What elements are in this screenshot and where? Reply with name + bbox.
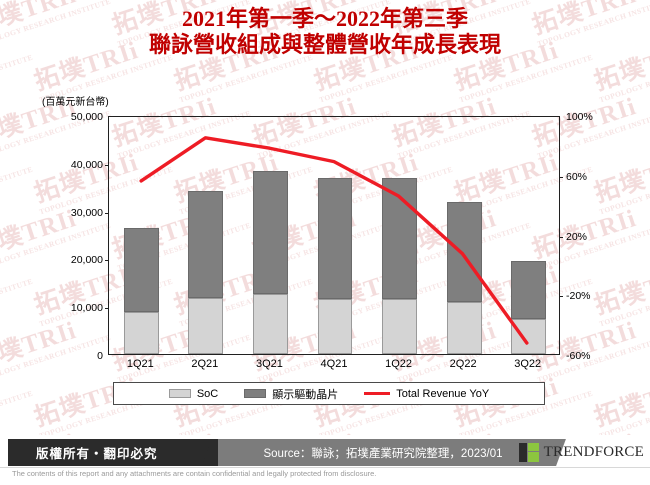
bar-segment-soc (188, 298, 224, 354)
x-axis-tick-label: 3Q22 (514, 358, 542, 370)
bar-segment-display-driver (188, 191, 224, 299)
bar-group[interactable] (123, 115, 159, 354)
x-axis-tick-label: 3Q21 (255, 358, 283, 370)
secondary-y-axis-tick-label: -60% (566, 350, 591, 362)
source-text: Source：聯詠；拓墣產業研究院整理，2023/01 (263, 447, 503, 460)
bar-group[interactable] (317, 115, 353, 354)
bar-segment-display-driver (123, 228, 159, 312)
bar-segment-soc (382, 299, 417, 354)
bar-segment-soc (511, 319, 547, 354)
y-axis-tick-mark (105, 260, 109, 262)
secondary-y-axis-tick-mark (559, 176, 563, 178)
yoy-line-path (141, 138, 527, 343)
bar-segment-soc (317, 299, 353, 354)
legend-item-soc[interactable]: SoC (168, 387, 219, 400)
y-axis-tick-label: 0 (97, 350, 103, 362)
y-axis-tick-label: 30,000 (70, 206, 103, 219)
x-axis-tick-label: 2Q22 (449, 358, 477, 370)
legend-label-total-revenue-yoy: Total Revenue YoY (396, 387, 490, 400)
secondary-y-axis-tick-label: 60% (566, 170, 588, 183)
y-axis-unit-label: (百萬元新台幣) (42, 97, 109, 108)
chart-legend: SoC 顯示驅動晶片 Total Revenue YoY (113, 382, 545, 405)
plot-area: 0 10,000 20,000 30,000 40,000 50,000 -60% -20% 2… (71, 111, 593, 362)
brand-name: TRENDFORCE (543, 444, 644, 460)
title-line-1: 2021年第一季～2022年第三季 (181, 6, 468, 31)
legend-swatch-line (364, 392, 391, 395)
bar-group[interactable] (511, 115, 547, 354)
bar-segment-soc (252, 294, 288, 354)
chart-area: (百萬元新台幣) 0 10,000 20,000 30,000 40,000 50,000… (0, 86, 650, 416)
source-banner: Source：聯詠；拓墣產業研究院整理，2023/01 (218, 439, 566, 466)
bar-group[interactable] (188, 115, 224, 354)
y-axis-tick-mark (105, 308, 109, 310)
x-axis-tick-label: 1Q22 (385, 358, 413, 370)
bar-segment-soc (123, 311, 159, 354)
copyright-text: 版權所有‧翻印必究 (36, 447, 158, 461)
title-line-2: 聯詠營收組成與整體營收年成長表現 (148, 31, 501, 57)
x-axis-tick-label: 2Q21 (191, 358, 219, 370)
page-footer: 版權所有‧翻印必究 Source：聯詠；拓墣產業研究院整理，2023/01 TR… (0, 435, 650, 485)
trendforce-mark-icon (518, 443, 539, 462)
x-axis-labels: 1Q21 2Q21 3Q21 4Q21 1Q22 2Q22 3Q22 (108, 358, 560, 378)
secondary-y-axis-tick-mark (559, 236, 563, 238)
x-axis-tick-label: 1Q21 (126, 358, 154, 370)
y-axis-tick-label: 50,000 (70, 111, 103, 123)
x-axis-tick-label: 4Q21 (320, 358, 348, 370)
chart-title: 2021年第一季～2022年第三季 聯詠營收組成與整體營收年成長表現 (0, 6, 650, 58)
bar-group[interactable] (446, 115, 482, 354)
yoy-line-series (109, 117, 559, 355)
legend-swatch-soc (168, 389, 191, 398)
secondary-y-axis-tick-label: 20% (566, 230, 588, 243)
y-axis-tick-label: 10,000 (70, 302, 103, 315)
y-axis-tick-mark (105, 212, 109, 214)
legend-item-total-revenue-yoy[interactable]: Total Revenue YoY (364, 388, 489, 400)
legend-label-ddi: 顯示驅動晶片 (272, 388, 339, 401)
secondary-y-axis-tick-label: 100% (566, 111, 593, 123)
bar-group[interactable] (252, 115, 288, 354)
legend-item-ddi[interactable]: 顯示驅動晶片 (244, 386, 338, 402)
footer-divider (0, 467, 650, 468)
bar-segment-display-driver (446, 202, 482, 302)
bar-segment-display-driver (317, 178, 353, 300)
bar-segment-display-driver (511, 261, 547, 320)
y-axis-tick-mark (105, 164, 109, 166)
bar-series-container (109, 117, 559, 354)
disclaimer-text: The contents of this report and any atta… (12, 469, 377, 478)
copyright-banner: 版權所有‧翻印必究 (8, 439, 238, 466)
legend-swatch-ddi (244, 389, 267, 398)
secondary-y-axis-tick-mark (559, 296, 563, 298)
bar-segment-soc (446, 301, 482, 354)
bar-segment-display-driver (252, 171, 288, 295)
secondary-y-axis-tick-label: -20% (566, 290, 591, 303)
y-axis-tick-label: 20,000 (70, 254, 103, 267)
legend-label-soc: SoC (196, 387, 219, 400)
brand-logo: TRENDFORCE (518, 439, 644, 466)
y-axis-tick-label: 40,000 (70, 158, 103, 171)
